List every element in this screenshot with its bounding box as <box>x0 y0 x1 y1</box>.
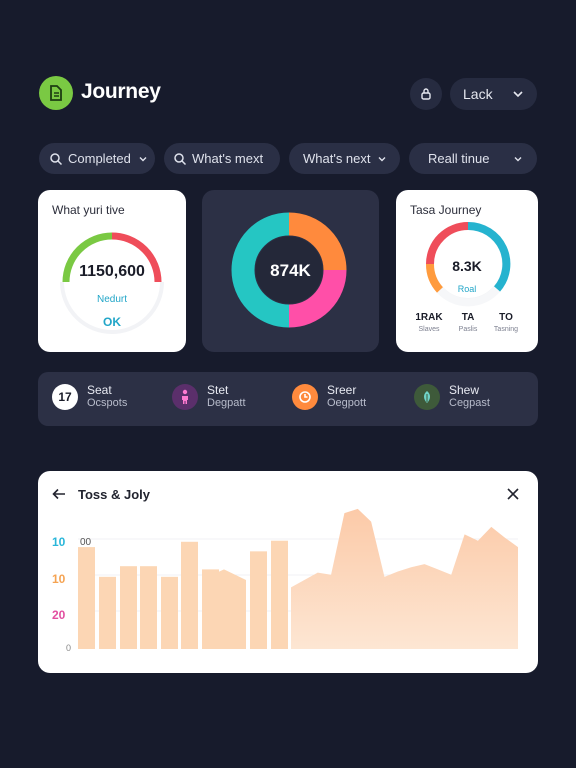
journey-stat-label: Paslis <box>458 326 478 333</box>
lock-dropdown-label: Lack <box>463 86 493 102</box>
chart-area-small <box>203 569 246 649</box>
chart-title: Toss & Joly <box>78 487 151 502</box>
donut-segment-0 <box>288 212 347 271</box>
ring-segment-red <box>426 222 469 265</box>
strip-title: Shew <box>449 383 480 397</box>
donut-card[interactable]: 874K <box>202 190 379 352</box>
chevron-down-icon <box>139 156 147 161</box>
stats-strip: 17 Seat Ocspots Stet Degpatt Sreer Oeg <box>38 372 538 426</box>
chevron-down-icon <box>378 156 386 161</box>
donut-segment-2 <box>231 212 290 328</box>
y-tick-label: 10 <box>52 535 66 549</box>
journey-ring-chart <box>425 221 511 307</box>
donut-center <box>255 236 323 304</box>
app-title: Journey <box>81 80 161 103</box>
lock-icon <box>421 88 431 100</box>
gauge-card-title: What yuri tive <box>52 203 125 217</box>
donut-chart <box>231 212 347 328</box>
filter-label: Reall tinue <box>428 151 490 166</box>
filter-label: Completed <box>68 151 131 166</box>
chart-bar-4 <box>161 576 178 649</box>
strip-item-shew[interactable]: Shew Cegpast <box>414 384 490 410</box>
donut-value: 874K <box>270 261 311 280</box>
ring-segment-orange <box>425 263 444 293</box>
journey-value: 8.3K <box>452 258 482 274</box>
chart-bar-2 <box>120 566 137 649</box>
journey-stat-label: Tasning <box>493 326 519 333</box>
strip-item-sreer[interactable]: Sreer Oegpott <box>292 384 366 410</box>
close-icon[interactable] <box>506 487 520 501</box>
journey-stat-label: Slaves <box>418 326 440 333</box>
strip-title: Stet <box>207 383 229 397</box>
chart-bar-5 <box>181 541 198 649</box>
chart-bar-8 <box>271 540 288 649</box>
gauge-card[interactable]: What yuri tive 1150,600 Nedurt OK <box>38 190 186 352</box>
y-tick-label: 0 <box>66 643 72 653</box>
filter-whats-next[interactable]: What's next <box>289 143 400 174</box>
journey-stat-value: 1RAK <box>415 312 443 323</box>
chevron-down-icon <box>514 157 522 162</box>
journey-sub-label: Roal <box>457 284 477 294</box>
bar-area-chart <box>78 508 518 649</box>
filter-completed[interactable]: Completed <box>39 143 155 174</box>
gauge-value: 1150,600 <box>79 263 145 280</box>
strip-badge-number: 17 <box>58 390 72 404</box>
strip-subtitle: Cegpast <box>449 397 490 409</box>
y-tick-label: 00 <box>80 537 92 548</box>
search-icon <box>50 152 63 165</box>
search-icon <box>174 152 187 165</box>
chart-bar-3 <box>140 566 157 649</box>
strip-title: Seat <box>87 383 112 397</box>
journey-card[interactable]: Tasa Journey 8.3K Roal 1RAK Slaves TA Pa… <box>396 190 538 352</box>
strip-item-seat[interactable]: 17 Seat Ocspots <box>52 384 127 410</box>
journey-stat: TA Paslis <box>448 312 488 333</box>
chart-panel: Toss & Joly 10 00 10 20 0 <box>38 471 538 673</box>
journey-stat: 1RAK Slaves <box>409 312 449 333</box>
lock-button[interactable] <box>410 78 442 110</box>
journey-stat: TO Tasning <box>486 312 526 333</box>
strip-subtitle: Ocspots <box>87 397 128 409</box>
gauge-sub-label: Nedurt <box>96 294 127 305</box>
y-tick-label: 20 <box>52 608 66 622</box>
gauge-arc-green <box>62 232 113 283</box>
lock-dropdown[interactable]: Lack <box>450 78 537 110</box>
arrow-left-icon[interactable] <box>52 487 66 501</box>
ring-segment-blue <box>467 221 511 292</box>
strip-title: Sreer <box>327 383 357 397</box>
gauge-status: OK <box>103 315 121 329</box>
journey-stat-value: TO <box>499 312 513 323</box>
gauge-arc-red <box>111 232 162 283</box>
chart-bar-1 <box>99 576 116 649</box>
chevron-down-icon <box>513 91 523 98</box>
timer-icon <box>292 384 318 410</box>
number-badge-icon: 17 <box>52 384 78 410</box>
leaf-icon <box>414 384 440 410</box>
donut-segment-1 <box>288 269 347 328</box>
person-icon <box>172 384 198 410</box>
filter-label: What's mext <box>192 151 264 166</box>
chart-bar-0 <box>78 547 95 649</box>
chart-bar-7 <box>250 551 267 649</box>
strip-subtitle: Degpatt <box>207 397 246 409</box>
strip-item-stet[interactable]: Stet Degpatt <box>172 384 246 410</box>
strip-subtitle: Oegpott <box>327 397 367 409</box>
journey-card-title: Tasa Journey <box>410 203 482 217</box>
gauge-chart <box>60 232 164 334</box>
app-logo[interactable] <box>39 76 73 110</box>
journey-stat-value: TA <box>461 312 475 323</box>
y-tick-label: 10 <box>52 572 66 586</box>
app-logo-icon <box>50 85 62 101</box>
filter-label: What's next <box>303 151 371 166</box>
filter-whats-mext[interactable]: What's mext <box>164 143 280 174</box>
filter-reall-tinue[interactable]: Reall tinue <box>409 143 537 174</box>
chart-area <box>291 508 518 649</box>
